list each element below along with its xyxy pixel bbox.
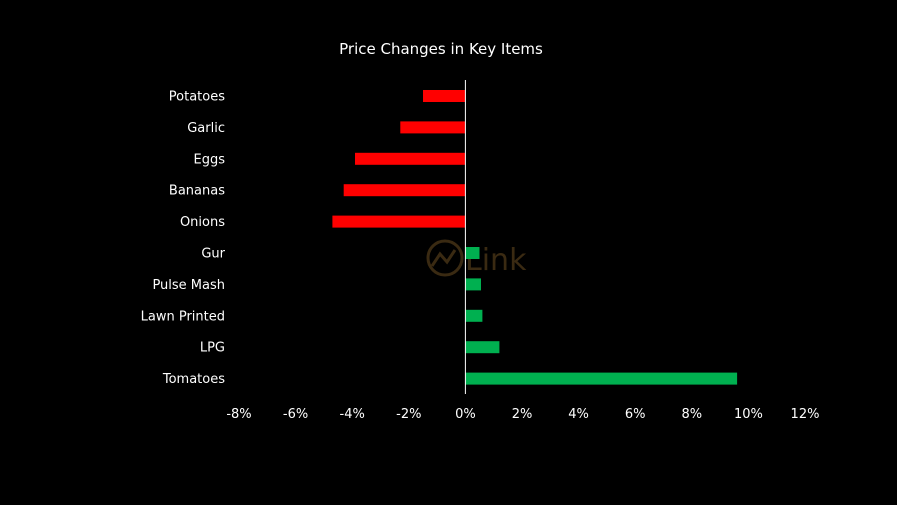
- category-label: Eggs: [194, 152, 226, 167]
- x-tick-label: 4%: [568, 407, 589, 422]
- bar-eggs: [355, 152, 466, 165]
- category-labels: Potatoes Garlic Eggs Bananas Onions Gur Pulse …: [141, 90, 226, 388]
- x-tick-label: 8%: [681, 407, 702, 422]
- x-tick-label: 2%: [512, 407, 533, 422]
- category-label: Lawn Printed: [141, 309, 225, 324]
- x-tick-label: -4%: [340, 407, 365, 422]
- x-tick-label: -6%: [283, 407, 308, 422]
- x-tick-label: 12%: [791, 407, 820, 422]
- bar-lpg: [465, 341, 500, 354]
- x-tick-label: -2%: [396, 407, 421, 422]
- bar-garlic: [400, 121, 466, 134]
- category-label: Garlic: [187, 121, 225, 136]
- chart-title: Price Changes in Key Items: [339, 40, 543, 58]
- bar-lawn-printed: [465, 309, 483, 322]
- category-label: LPG: [200, 341, 225, 356]
- x-tick-label: -8%: [226, 407, 251, 422]
- bars-group: [332, 90, 738, 385]
- x-tick-label: 0%: [455, 407, 476, 422]
- bar-pulse-mash: [465, 278, 481, 291]
- bar-tomatoes: [465, 372, 738, 385]
- category-label: Gur: [201, 247, 225, 262]
- category-label: Potatoes: [169, 90, 225, 105]
- bar-onions: [332, 215, 466, 228]
- category-label: Onions: [180, 215, 225, 230]
- watermark-logo-chevron: [430, 249, 457, 267]
- category-label: Bananas: [169, 184, 225, 199]
- x-tick-label: 6%: [625, 407, 646, 422]
- category-label: Tomatoes: [162, 372, 225, 387]
- watermark-logo-icon: [426, 239, 464, 277]
- category-label: Pulse Mash: [152, 278, 225, 293]
- bar-potatoes: [423, 90, 466, 102]
- bar-gur: [465, 247, 480, 259]
- x-tick-label: 10%: [734, 407, 763, 422]
- bar-bananas: [343, 184, 466, 197]
- x-tick-labels: -8% -6% -4% -2% 0% 2% 4% 6% 8% 10% 12%: [226, 407, 819, 422]
- watermark-logo: Link: [426, 239, 527, 278]
